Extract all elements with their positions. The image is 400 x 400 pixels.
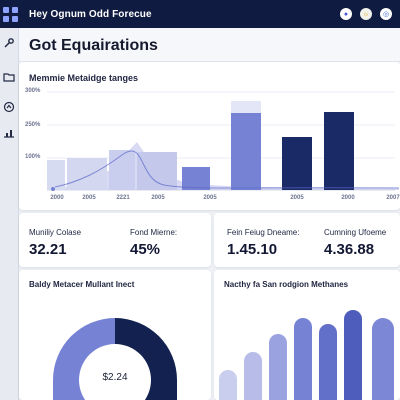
- circle-arrow-icon[interactable]: [2, 100, 16, 114]
- main-chart-card: Memmie Metaidge tanges 300% 250% 100% 20…: [19, 62, 400, 210]
- app-title: Hey Ognum Odd Forecue: [29, 8, 152, 20]
- app-grid-icon[interactable]: [3, 6, 19, 22]
- chart-bar: [182, 167, 210, 190]
- donut-hole: [79, 344, 151, 400]
- chart-bar: [137, 152, 177, 190]
- donut-chart: [53, 318, 177, 400]
- region-bar: [269, 334, 287, 400]
- kpi-card-right: Fein Feiug Dneame: 1.45.10 Cumning Ufoem…: [214, 213, 400, 267]
- page-header: Got Equairations: [19, 28, 400, 62]
- region-bars-title: Nacthy fa San rodgion Methanes: [224, 280, 349, 289]
- kpi-card-left: Muniliy Colase 32.21 Fond Mierne: 45%: [19, 213, 211, 267]
- y-tick-label: 100%: [25, 154, 41, 160]
- chart-bar: [231, 113, 261, 190]
- chart-bar: [67, 158, 107, 190]
- x-tick-label: 2000: [50, 195, 64, 201]
- donut-center-label: $2.24: [102, 372, 128, 383]
- sidebar: [0, 28, 19, 400]
- chart-bar: [109, 150, 135, 190]
- region-bar: [372, 318, 394, 400]
- donut-title: Baldy Metacer Mullant Inect: [29, 280, 135, 289]
- chart-bar-stack: [231, 101, 261, 113]
- folder-icon[interactable]: [2, 70, 16, 84]
- x-tick-label: 2221: [116, 195, 130, 201]
- chart-bar: [324, 112, 354, 190]
- top-icons: ● ☼ ◎: [340, 8, 400, 20]
- x-tick-label: 2005: [203, 195, 217, 201]
- region-bar: [344, 310, 362, 400]
- kpi-value: 32.21: [29, 241, 67, 258]
- user-avatar-icon[interactable]: ●: [340, 8, 352, 20]
- region-bars-card: Nacthy fa San rodgion Methanes: [214, 270, 400, 400]
- x-tick-label: 2007: [386, 195, 400, 201]
- main-chart-title: Memmie Metaidge tanges: [29, 73, 139, 83]
- chart-bar: [282, 137, 312, 190]
- x-tick-label: 2000: [341, 195, 355, 201]
- globe-icon[interactable]: ◎: [380, 8, 392, 20]
- chart-bar: [47, 160, 65, 190]
- region-bars-chart: [219, 310, 394, 400]
- kpi-label: Cumning Ufoeme: [324, 228, 387, 237]
- kpi-value: 1.45.10: [227, 241, 278, 258]
- donut-card: Baldy Metacer Mullant Inect $2.24: [19, 270, 211, 400]
- region-bar: [319, 324, 337, 400]
- page-title: Got Equairations: [29, 37, 158, 54]
- kpi-label: Muniliy Colase: [29, 228, 82, 237]
- x-tick-label: 2005: [151, 195, 165, 201]
- x-tick-label: 2005: [290, 195, 304, 201]
- main-chart: [47, 91, 400, 191]
- y-tick-label: 300%: [25, 88, 41, 94]
- kpi-label: Fond Mierne:: [130, 228, 178, 237]
- y-tick-label: 250%: [25, 122, 41, 128]
- kpi-value: 45%: [130, 241, 161, 258]
- region-bar: [219, 370, 237, 400]
- region-bar: [294, 318, 312, 400]
- kpi-label: Fein Feiug Dneame:: [227, 228, 300, 237]
- region-bar: [244, 352, 262, 400]
- chart-icon[interactable]: [2, 126, 16, 140]
- kpi-value: 4.36.88: [324, 241, 375, 258]
- series-line: [54, 150, 400, 189]
- series-point: [51, 187, 55, 191]
- wrench-icon[interactable]: [2, 36, 16, 50]
- x-tick-label: 2005: [82, 195, 96, 201]
- top-bar: Hey Ognum Odd Forecue ● ☼ ◎: [0, 0, 400, 28]
- sun-icon[interactable]: ☼: [360, 8, 372, 20]
